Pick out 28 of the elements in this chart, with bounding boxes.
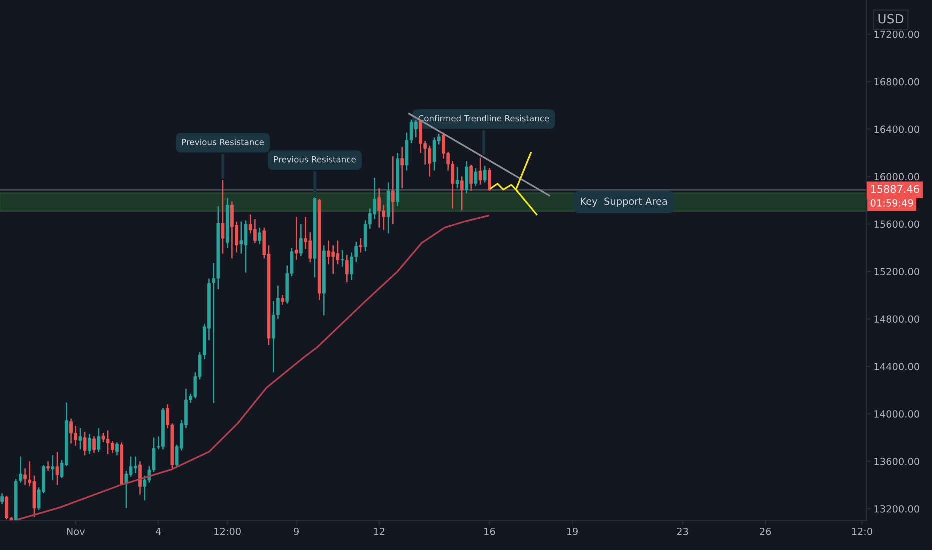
x-tick-label: 12:00 xyxy=(214,528,241,536)
y-tick-label: 14000.00 xyxy=(874,410,920,418)
x-tick-label: 26 xyxy=(760,528,772,536)
x-tick-label: 9 xyxy=(294,528,299,536)
annotation: Previous Resistance xyxy=(182,138,264,146)
ref-line-label: 15887.46 xyxy=(871,185,920,194)
band-label: Key Support Area xyxy=(581,198,668,207)
y-tick-label: 16400.00 xyxy=(874,126,920,134)
text: 01:59:49 xyxy=(870,199,914,207)
y-tick-label: 15200.00 xyxy=(874,268,920,276)
y-tick-label: 16000.00 xyxy=(874,173,920,181)
x-tick-label: 12:0 xyxy=(852,528,872,536)
y-tick-label: 13600.00 xyxy=(874,458,920,466)
x-tick-label: 12 xyxy=(374,528,385,536)
y-tick-label: 17200.00 xyxy=(874,30,920,38)
annotation: Previous Resistance xyxy=(274,156,356,163)
y-tick-label: 15600.00 xyxy=(874,220,920,228)
annotation: Confirmed Trendline Resistance xyxy=(418,115,550,122)
x-tick-label: Nov xyxy=(67,528,86,536)
x-tick-label: 4 xyxy=(156,528,162,536)
y-tick-label: 14800.00 xyxy=(874,316,920,323)
y-axis-title: USD xyxy=(878,14,904,24)
y-tick-label: 13200.00 xyxy=(874,505,920,513)
x-tick-label: 19 xyxy=(567,528,578,536)
x-tick-label: 23 xyxy=(677,528,688,536)
x-tick-label: 16 xyxy=(484,528,496,536)
y-tick-label: 14400.00 xyxy=(874,363,920,370)
y-tick-label: 16800.00 xyxy=(874,78,920,86)
